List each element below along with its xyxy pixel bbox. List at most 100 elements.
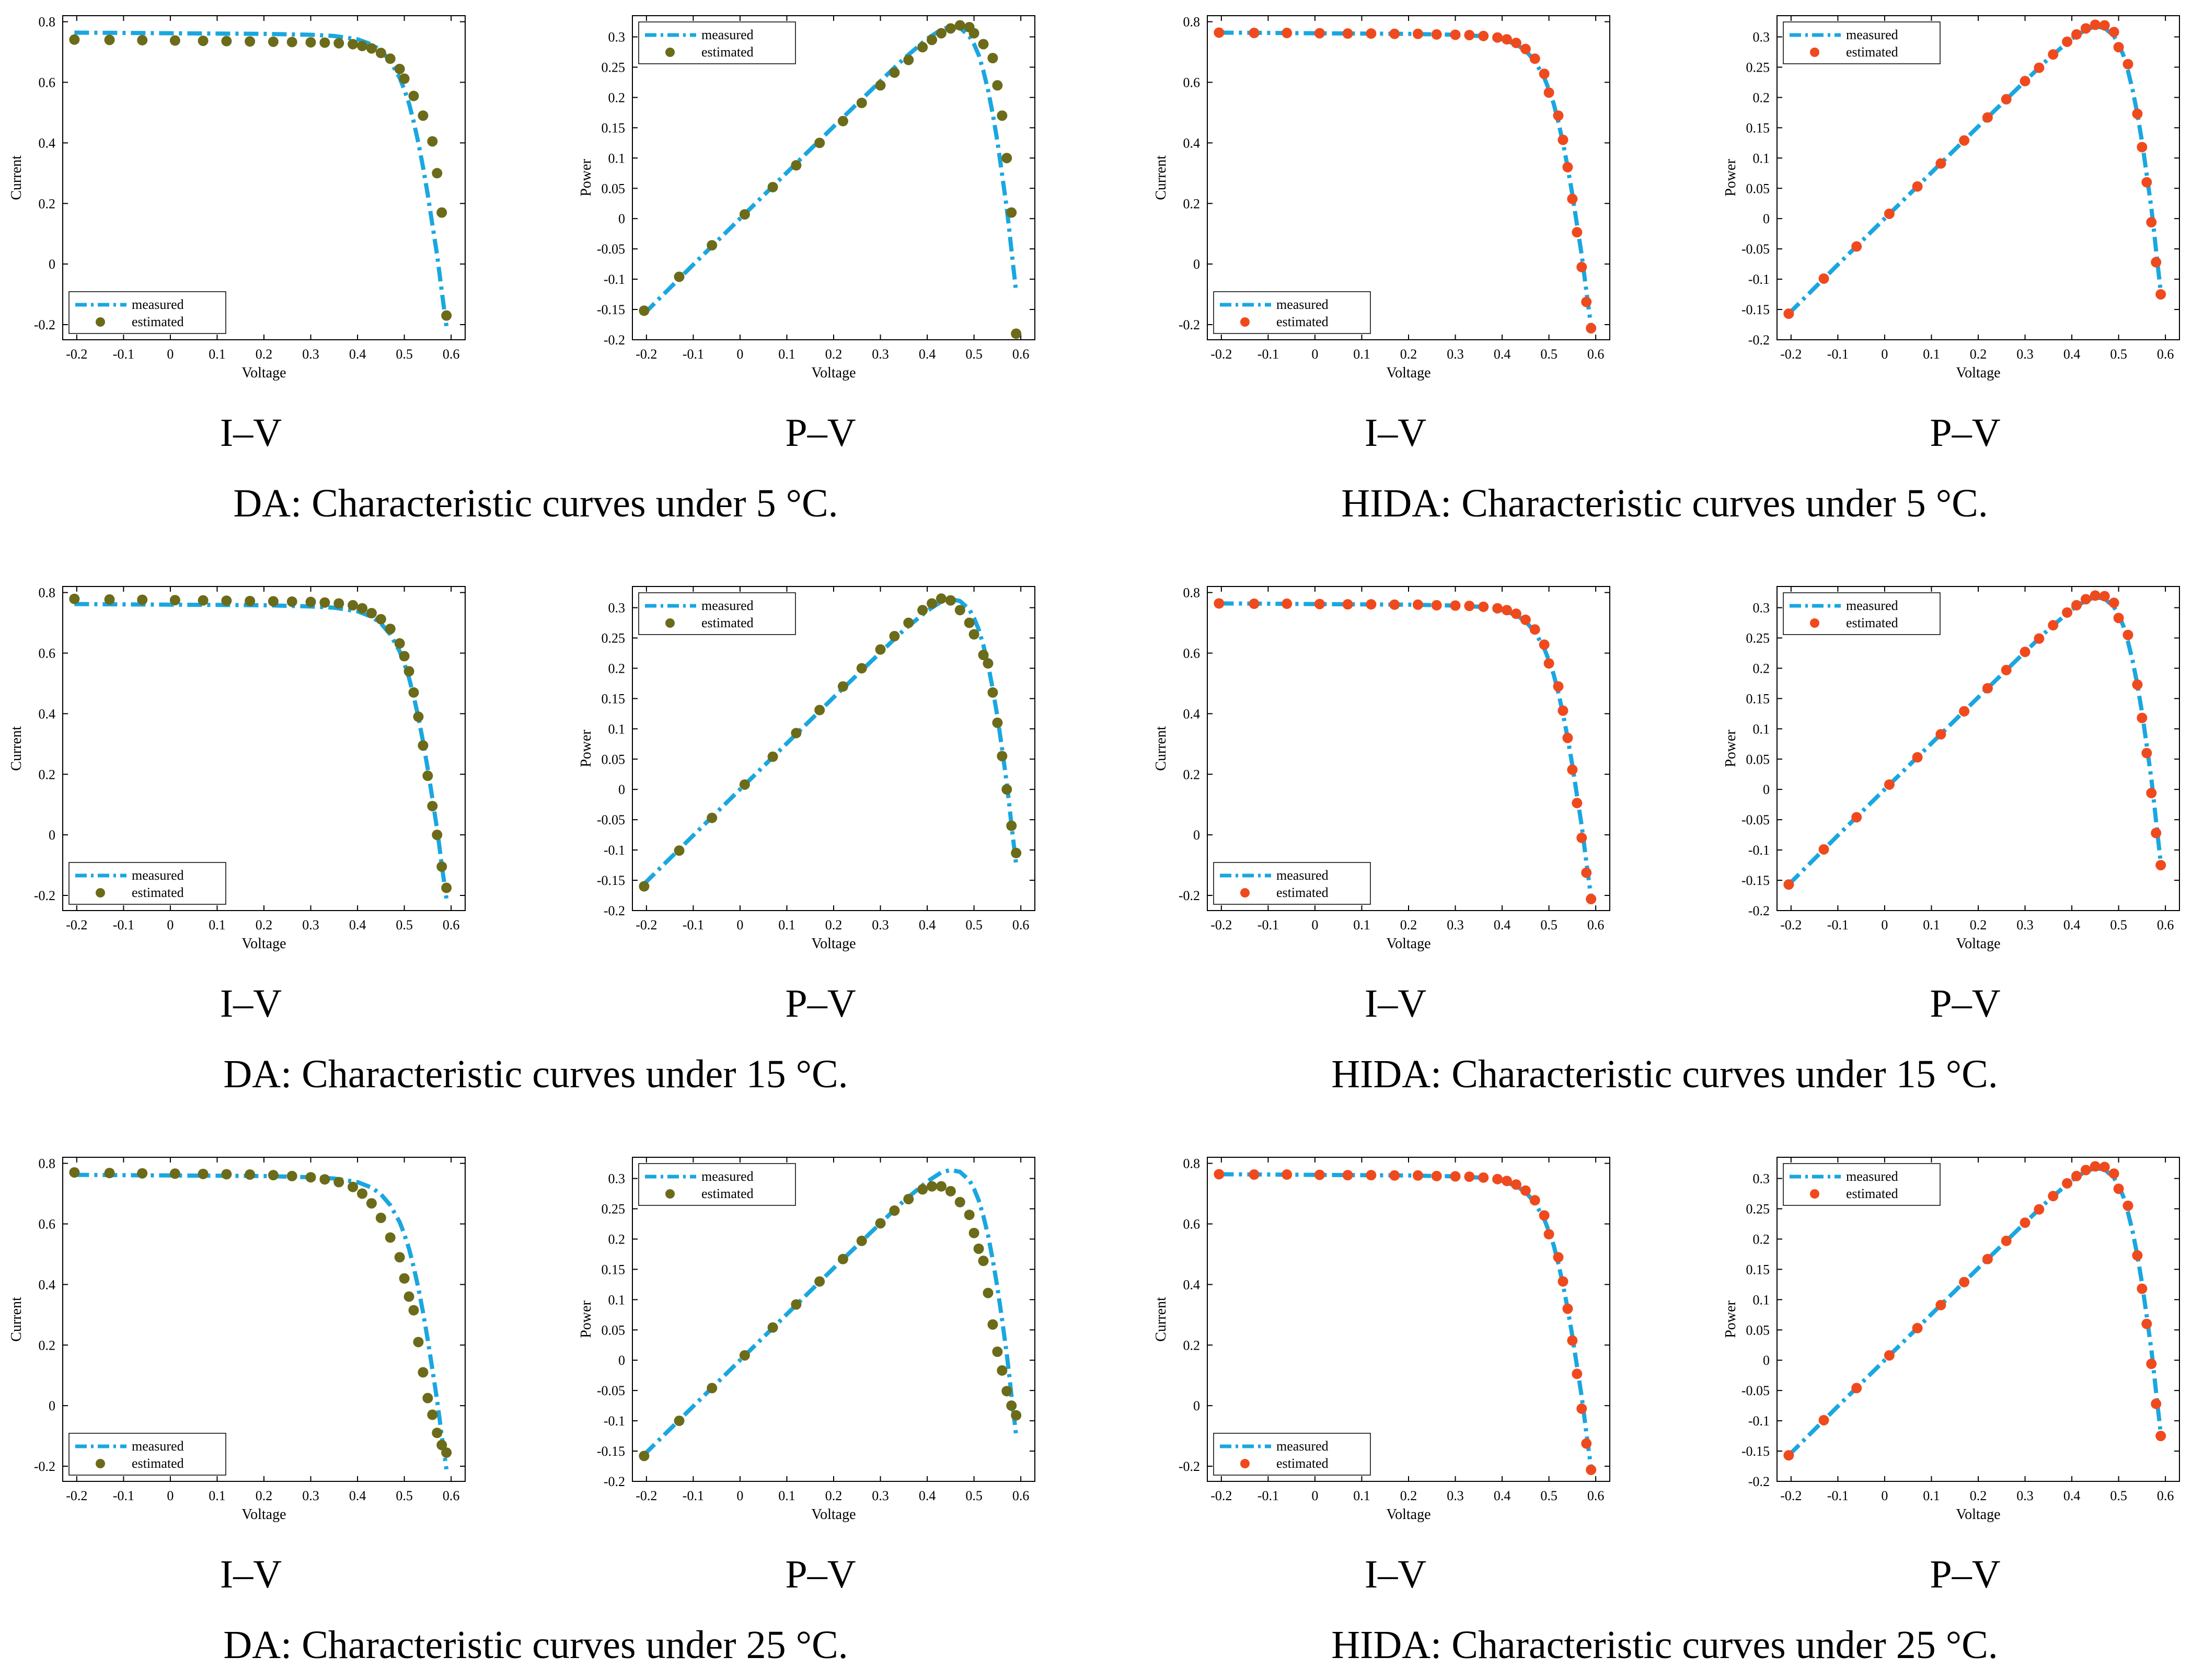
sublabel-pv: P–V <box>785 411 856 455</box>
x-axis-label: Voltage <box>1386 936 1430 952</box>
estimated-point <box>2048 49 2059 60</box>
legend-estimated-label: estimated <box>132 885 184 900</box>
plot-area <box>1776 15 2180 340</box>
y-tick-label: -0.15 <box>597 873 625 888</box>
estimated-point <box>1412 1170 1423 1181</box>
estimated-point <box>1558 705 1568 716</box>
y-axis-label: Current <box>8 1297 25 1342</box>
plot-area <box>62 15 466 340</box>
estimated-point <box>286 1170 297 1181</box>
x-tick-label: 0.6 <box>2157 1488 2174 1503</box>
x-tick-label: -0.2 <box>1210 917 1232 933</box>
x-tick-label: -0.1 <box>683 347 704 362</box>
estimated-point <box>403 1291 414 1302</box>
y-tick-label: 0.8 <box>1183 1156 1201 1171</box>
estimated-point <box>814 137 825 148</box>
estimated-point <box>427 1409 438 1420</box>
estimated-point <box>2020 647 2031 658</box>
estimated-point <box>1543 1229 1554 1240</box>
x-tick-label: 0.5 <box>1540 347 1558 362</box>
legend-estimated-label: estimated <box>1846 44 1898 60</box>
x-tick-label: 0.3 <box>872 917 889 933</box>
estimated-point <box>2122 59 2133 70</box>
x-tick-label: 0.1 <box>209 1488 226 1503</box>
estimated-point <box>319 37 330 48</box>
legend-measured-label: measured <box>1846 1169 1898 1184</box>
estimated-point <box>1982 112 1993 123</box>
y-tick-label: 0.15 <box>602 120 626 135</box>
y-tick-label: 0 <box>618 782 625 797</box>
plot-area <box>632 1157 1035 1482</box>
estimated-point <box>1576 261 1587 272</box>
legend-estimated-swatch <box>96 317 105 327</box>
legend-estimated-label: estimated <box>701 1186 754 1201</box>
estimated-point <box>954 605 965 616</box>
estimated-point <box>1520 1185 1531 1196</box>
y-tick-label: 0.4 <box>39 135 56 151</box>
estimated-point <box>2155 860 2166 871</box>
estimated-point <box>408 90 419 101</box>
chart-panel: -0.2 -0.1 0 0.1 0.2 0.3 0.4 0.5 0.6 -0.2 -0.15 -0.1… <box>1714 10 2185 387</box>
x-tick-label: 0.2 <box>256 1488 273 1503</box>
estimated-point <box>1389 28 1400 39</box>
estimated-point <box>1366 1170 1377 1181</box>
estimated-point <box>707 240 718 251</box>
estimated-point <box>791 1299 802 1310</box>
y-tick-label: 0.1 <box>608 1292 626 1307</box>
estimated-point <box>1586 1464 1597 1475</box>
estimated-point <box>137 594 148 605</box>
x-tick-label: -0.1 <box>1257 1488 1279 1503</box>
estimated-point <box>1502 34 1513 45</box>
estimated-point <box>2132 108 2143 119</box>
estimated-point <box>333 1177 344 1188</box>
estimated-point <box>427 136 438 147</box>
y-tick-label: 0.15 <box>1746 691 1770 706</box>
legend-box <box>1783 592 1941 635</box>
estimated-point <box>2146 217 2157 228</box>
x-tick-label: 0.2 <box>1400 347 1417 362</box>
x-tick-label: 0.3 <box>1447 917 1464 933</box>
y-tick-label: -0.2 <box>1179 888 1200 903</box>
x-tick-label: 0.6 <box>2157 347 2174 362</box>
estimated-point <box>357 1188 368 1199</box>
x-tick-label: 0 <box>1881 1488 1888 1503</box>
y-tick-label: 0.15 <box>602 691 626 706</box>
estimated-point <box>427 801 438 812</box>
estimated-point <box>2122 629 2133 640</box>
plot-area <box>1776 586 2180 911</box>
legend-box <box>68 1433 226 1476</box>
x-tick-label: 0.4 <box>2063 347 2081 362</box>
estimated-point <box>875 80 886 91</box>
legend-estimated-label: estimated <box>1276 1456 1329 1471</box>
y-tick-label: 0.6 <box>1183 75 1201 90</box>
estimated-point <box>357 40 368 51</box>
x-axis-label: Voltage <box>811 1506 856 1523</box>
estimated-point <box>319 1174 330 1185</box>
estimated-point <box>305 37 316 48</box>
estimated-point <box>2034 62 2045 73</box>
x-tick-label: 0.6 <box>443 1488 460 1503</box>
y-tick-label: -0.15 <box>597 1444 625 1459</box>
y-tick-label: -0.1 <box>1748 1413 1770 1429</box>
y-tick-label: -0.1 <box>604 843 625 858</box>
y-tick-label: 0.6 <box>39 75 56 90</box>
y-tick-label: -0.2 <box>1179 317 1200 332</box>
estimated-point <box>2108 1168 2119 1179</box>
estimated-point <box>2080 1165 2091 1176</box>
estimated-point <box>1214 1169 1225 1180</box>
estimated-point <box>983 1287 994 1298</box>
estimated-point <box>1572 798 1583 809</box>
estimated-point <box>1366 599 1377 610</box>
y-tick-label: 0 <box>1763 211 1770 226</box>
y-tick-label: 0.1 <box>1753 721 1770 737</box>
y-tick-label: -0.15 <box>1741 873 1770 888</box>
estimated-point <box>1912 181 1923 192</box>
estimated-point <box>169 35 180 46</box>
estimated-point <box>1935 1299 1946 1310</box>
estimated-point <box>767 181 778 192</box>
x-tick-label: -0.1 <box>113 917 134 933</box>
estimated-point <box>1510 1179 1521 1190</box>
y-tick-label: 0 <box>49 827 55 843</box>
y-tick-label: 0.05 <box>1746 1322 1770 1338</box>
x-tick-label: -0.2 <box>66 917 87 933</box>
